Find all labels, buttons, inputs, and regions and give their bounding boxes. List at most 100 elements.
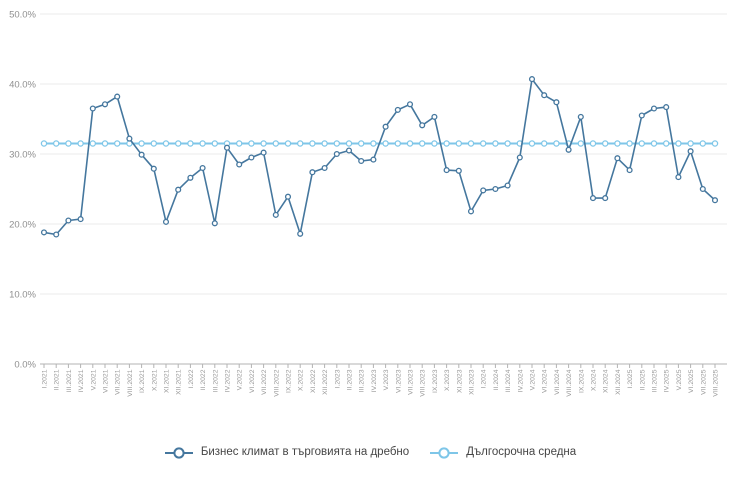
business-climate-series-point-marker[interactable] (687, 148, 694, 155)
business-climate-series-point-marker[interactable] (114, 93, 121, 100)
business-climate-series-point-marker[interactable] (138, 151, 145, 158)
business-climate-series-point-marker[interactable] (504, 182, 511, 189)
business-climate-series-point-marker[interactable] (236, 161, 243, 168)
long-term-average-series-point-marker[interactable] (187, 140, 194, 147)
business-climate-series-point-marker[interactable] (211, 220, 218, 227)
long-term-average-series-point-marker[interactable] (65, 140, 72, 147)
business-climate-series-point-marker[interactable] (516, 154, 523, 161)
business-climate-series-point-marker[interactable] (382, 123, 389, 130)
long-term-average-series-point-marker[interactable] (504, 140, 511, 147)
business-climate-series-point-marker[interactable] (480, 187, 487, 194)
business-climate-series-point-marker[interactable] (528, 76, 536, 83)
long-term-average-series-point-marker[interactable] (699, 140, 707, 147)
long-term-average-series-point-marker[interactable] (577, 140, 585, 147)
business-climate-series-point-marker[interactable] (431, 113, 438, 120)
long-term-average-series-point-marker[interactable] (248, 140, 255, 147)
legend-item-long-term-average[interactable]: Дългосрочна средна (429, 446, 576, 460)
business-climate-series-point-marker[interactable] (40, 229, 48, 236)
long-term-average-series-point-marker[interactable] (431, 140, 438, 147)
business-climate-series-point-marker[interactable] (553, 99, 560, 106)
long-term-average-series-point-marker[interactable] (333, 140, 341, 147)
business-climate-series-point-marker[interactable] (419, 122, 426, 129)
business-climate-series-point-marker[interactable] (260, 149, 267, 156)
long-term-average-series-point-marker[interactable] (309, 140, 316, 147)
long-term-average-series-point-marker[interactable] (260, 140, 267, 147)
business-climate-series-point-marker[interactable] (65, 217, 72, 224)
long-term-average-series-point-marker[interactable] (638, 140, 646, 147)
long-term-average-series-point-marker[interactable] (235, 140, 243, 147)
long-term-average-series-point-marker[interactable] (296, 140, 304, 147)
business-climate-series-point-marker[interactable] (638, 112, 645, 119)
long-term-average-series-point-marker[interactable] (614, 140, 621, 147)
long-term-average-series-point-marker[interactable] (711, 140, 719, 147)
long-term-average-series-point-marker[interactable] (52, 140, 60, 147)
business-climate-series-point-marker[interactable] (297, 230, 304, 237)
business-climate-series-point-marker[interactable] (589, 195, 597, 202)
long-term-average-series-point-marker[interactable] (540, 140, 548, 147)
long-term-average-series-point-marker[interactable] (382, 140, 389, 147)
long-term-average-series-point-marker[interactable] (357, 140, 365, 147)
business-climate-series-point-marker[interactable] (162, 218, 170, 225)
business-climate-series-point-marker[interactable] (199, 164, 206, 172)
business-climate-series-point-marker[interactable] (577, 113, 584, 120)
long-term-average-series-point-marker[interactable] (650, 140, 658, 147)
long-term-average-series-point-marker[interactable] (150, 140, 158, 147)
long-term-average-series-point-marker[interactable] (138, 140, 145, 147)
business-climate-series-point-marker[interactable] (126, 135, 133, 142)
long-term-average-series-point-marker[interactable] (662, 140, 670, 147)
business-climate-series-point-marker[interactable] (53, 231, 60, 238)
business-climate-series-point-marker[interactable] (711, 197, 719, 204)
long-term-average-series-point-marker[interactable] (77, 140, 84, 147)
long-term-average-series-point-marker[interactable] (687, 140, 694, 147)
business-climate-series-point-marker[interactable] (150, 165, 157, 172)
long-term-average-series-point-marker[interactable] (589, 140, 597, 147)
business-climate-series-point-marker[interactable] (175, 186, 182, 193)
long-term-average-series-point-marker[interactable] (553, 140, 560, 147)
business-climate-series-point-marker[interactable] (187, 174, 194, 181)
business-climate-series-point-marker[interactable] (358, 157, 365, 165)
business-climate-series-point-marker[interactable] (614, 155, 621, 162)
long-term-average-series-point-marker[interactable] (284, 140, 292, 147)
business-climate-series-point-marker[interactable] (223, 144, 231, 151)
long-term-average-series-point-marker[interactable] (174, 140, 182, 147)
business-climate-series-point-marker[interactable] (394, 106, 401, 113)
long-term-average-series-point-marker[interactable] (406, 140, 414, 147)
long-term-average-series-point-marker[interactable] (601, 140, 609, 147)
long-term-average-series-point-marker[interactable] (345, 140, 353, 147)
long-term-average-series-point-marker[interactable] (479, 140, 487, 147)
long-term-average-series-point-marker[interactable] (418, 140, 426, 147)
business-climate-series-point-marker[interactable] (345, 147, 353, 154)
long-term-average-series-point-marker[interactable] (443, 140, 450, 147)
business-climate-series-point-marker[interactable] (467, 208, 475, 215)
business-climate-series-point-marker[interactable] (321, 164, 328, 172)
long-term-average-series-point-marker[interactable] (211, 140, 219, 147)
long-term-average-series-point-marker[interactable] (394, 140, 402, 147)
long-term-average-series-point-marker[interactable] (40, 140, 48, 147)
business-climate-series-point-marker[interactable] (406, 101, 414, 108)
business-climate-series-point-marker[interactable] (541, 92, 548, 99)
business-climate-series-point-marker[interactable] (309, 169, 316, 176)
long-term-average-series-point-marker[interactable] (89, 140, 97, 147)
long-term-average-series-point-marker[interactable] (528, 140, 536, 147)
business-climate-series-point-marker[interactable] (455, 167, 462, 174)
long-term-average-series-point-marker[interactable] (162, 140, 170, 147)
long-term-average-series-point-marker[interactable] (467, 140, 475, 147)
long-term-average-series-point-marker[interactable] (321, 140, 328, 147)
business-climate-series-point-marker[interactable] (89, 105, 96, 112)
business-climate-series-point-marker[interactable] (602, 195, 609, 202)
business-climate-series-point-marker[interactable] (663, 104, 670, 111)
long-term-average-series-point-marker[interactable] (492, 140, 499, 147)
long-term-average-series-point-marker[interactable] (626, 140, 633, 147)
business-climate-series-point-marker[interactable] (272, 211, 279, 218)
business-climate-series-point-marker[interactable] (333, 150, 340, 158)
business-climate-series-point-marker[interactable] (248, 154, 255, 161)
business-climate-series-point-marker[interactable] (492, 185, 499, 193)
long-term-average-series-point-marker[interactable] (199, 140, 206, 147)
business-climate-series-point-marker[interactable] (370, 156, 377, 163)
business-climate-series-point-marker[interactable] (101, 101, 109, 108)
long-term-average-series-point-marker[interactable] (455, 140, 463, 147)
long-term-average-series-point-marker[interactable] (675, 140, 682, 147)
business-climate-series-point-marker[interactable] (284, 193, 292, 200)
business-climate-series-point-marker[interactable] (443, 167, 450, 174)
long-term-average-series-point-marker[interactable] (113, 140, 121, 147)
